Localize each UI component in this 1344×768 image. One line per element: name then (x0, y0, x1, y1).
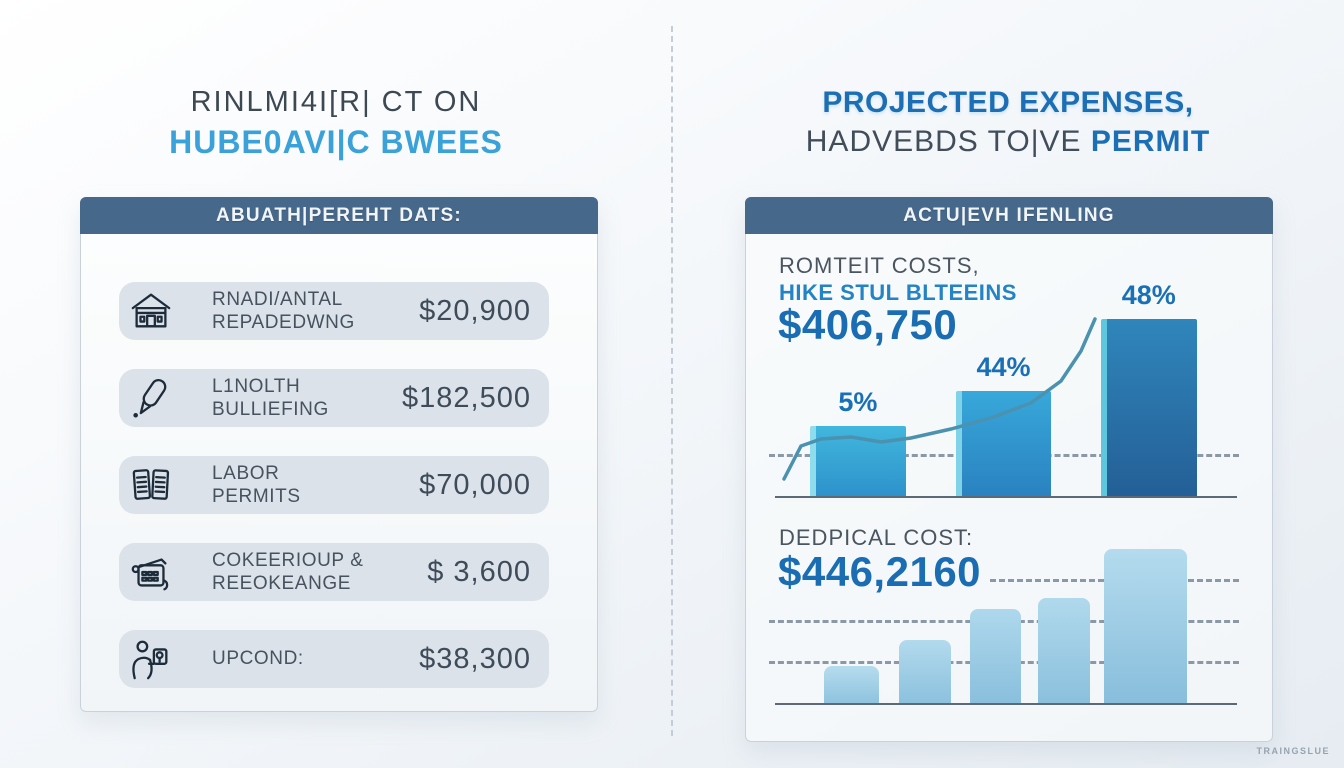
cost-table-header: ABUATH|PEREHT DATS: (80, 197, 598, 234)
chart-bar (970, 609, 1022, 703)
right-title: PROJECTED EXPENSES, HADVEBDS TO|VE PERMI… (672, 86, 1344, 159)
table-row: COKEERIOUP & REEOKEANGE $ 3,600 (119, 543, 549, 601)
person-icon (128, 636, 174, 682)
row-amount: $20,900 (419, 294, 531, 327)
lower-caption: DEDPICAL COST: (779, 525, 974, 550)
watermark: TRAINGSLUE (1256, 746, 1330, 756)
row-amount: $182,500 (402, 381, 531, 414)
right-title-line1: PROJECTED EXPENSES, (822, 86, 1194, 119)
chart-bar (1037, 598, 1090, 703)
upper-chart-baseline (775, 496, 1237, 498)
row-label-line1: COKEERIOUP & (212, 549, 364, 571)
row-label-line2: REPADEDWNG (212, 312, 355, 333)
row-label-line1: LABOR (212, 462, 280, 484)
table-row: LABOR PERMITS $70,000 (119, 456, 549, 514)
upper-caption-line1: ROMTEIT COSTS, (779, 253, 980, 278)
row-amount: $70,000 (419, 468, 531, 501)
row-label-line1: L1NOLTH (212, 375, 301, 397)
right-title-line2: HADVEBDS TO|VE PERMIT (672, 125, 1344, 159)
lower-amount: $446,2160 (778, 548, 982, 595)
row-label-line2: BULLIEFING (212, 399, 329, 420)
row-label-line2: REEOKEANGE (212, 573, 352, 594)
right-title-line2-plain: HADVEBDS TO|VE (805, 125, 1091, 158)
percent-label: 5% (838, 386, 878, 417)
cost-table-panel: ABUATH|PEREHT DATS: RNADI/ANTAL REPADEDW… (80, 197, 598, 712)
chart-bar (956, 390, 1051, 496)
row-label-line2: PERMITS (212, 486, 301, 507)
lower-bar-chart (769, 541, 1239, 705)
upper-caption-line2: HIKE STUL BLTEEINS (779, 280, 1017, 305)
percent-label: 44% (976, 351, 1031, 382)
chart-bar (809, 425, 906, 496)
expenses-panel-header: ACTU|EVH IFENLING (745, 197, 1273, 234)
house-icon (128, 288, 174, 334)
row-label-line1: UPCOND: (212, 648, 304, 670)
table-row: L1NOLTH BULLIEFING $182,500 (119, 369, 549, 427)
row-amount: $38,300 (419, 642, 531, 675)
calculator-icon (128, 549, 174, 595)
left-title-line1: RINLMI4I[R| CT ON (190, 86, 482, 118)
right-title-line2-bold: PERMIT (1090, 125, 1211, 158)
table-row: RNADI/ANTAL REPADEDWNG $20,900 (119, 282, 549, 340)
center-dashed-divider (671, 26, 673, 736)
left-title-line2: HUBE0AVI|C BWEES (169, 124, 503, 160)
documents-icon (128, 462, 174, 508)
chart-bar (899, 640, 952, 703)
row-amount: $ 3,600 (427, 555, 531, 588)
chart-bar (823, 665, 879, 703)
pencil-icon (128, 375, 174, 421)
chart-bar (1100, 318, 1197, 496)
lower-chart-baseline (775, 703, 1237, 705)
row-label-line1: RNADI/ANTAL (212, 288, 343, 310)
chart-bar (1104, 548, 1188, 703)
left-title: RINLMI4I[R| CT ON HUBE0AVI|C BWEES (0, 86, 672, 161)
cost-table-rows: RNADI/ANTAL REPADEDWNG $20,900 L1NOLTH B… (119, 282, 549, 688)
expenses-panel: ACTU|EVH IFENLING ROMTEIT COSTS, HIKE ST… (745, 197, 1273, 742)
upper-combo-chart: 5% 44% 48% (769, 279, 1239, 498)
percent-label: 48% (1121, 279, 1176, 310)
table-row: UPCOND: $38,300 (119, 630, 549, 688)
